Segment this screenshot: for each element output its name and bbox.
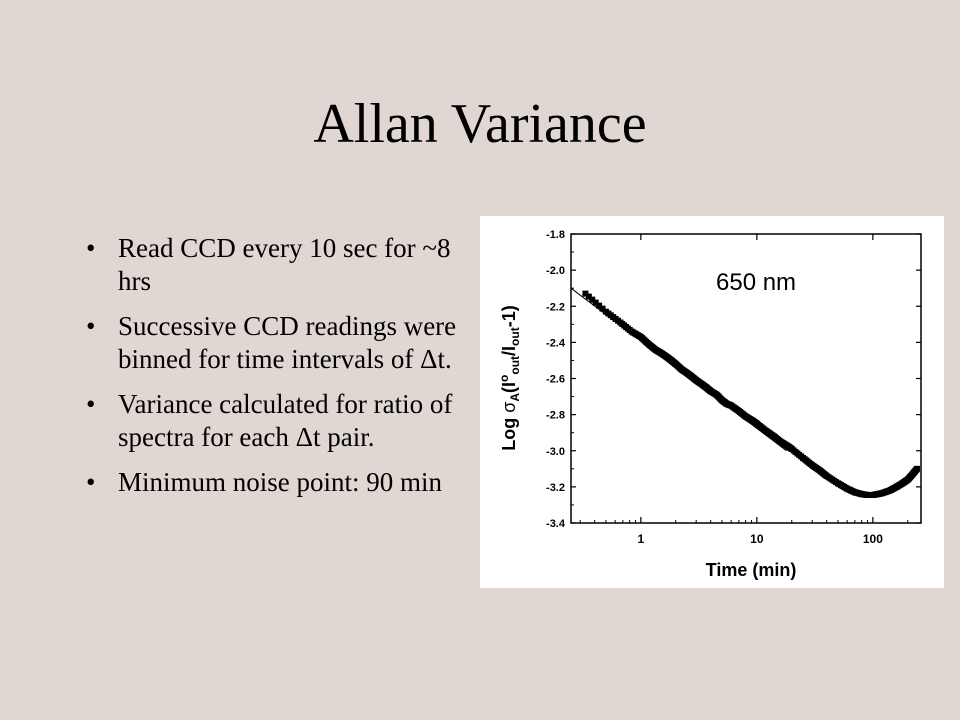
bullet-list: • Read CCD every 10 sec for ~8 hrs • Succe…: [82, 232, 472, 511]
data-point-dense: [585, 293, 592, 300]
y-tick-label: -3.0: [546, 446, 565, 458]
bullet-text: Successive CCD readings were binned for …: [118, 311, 457, 374]
y-label-sub-out-1: out: [508, 356, 522, 375]
y-tick-label: -2.4: [546, 337, 566, 349]
bullet-icon: •: [86, 389, 96, 419]
y-label-open: (I: [499, 382, 519, 393]
data-point-dense: [589, 296, 596, 303]
y-tick-label: -2.8: [546, 410, 565, 422]
bullet-icon: •: [86, 311, 96, 341]
y-label-sup: o: [497, 375, 511, 382]
y-tick-label: -3.4: [546, 518, 566, 530]
y-label-sub-out-2: out: [508, 327, 522, 346]
data-point-dense: [833, 479, 840, 486]
y-label-sigma: σ: [499, 402, 519, 413]
y-tick-label: -1.8: [546, 229, 565, 241]
data-point-dense: [596, 302, 603, 309]
bullet-item: • Successive CCD readings were binned for…: [82, 310, 472, 376]
bullet-text: Read CCD every 10 sec for ~8 hrs: [118, 233, 451, 296]
chart-svg: -1.8 -2.0 -2.2 -2.4 -2.6 -2.8 -3.0 -3.2 -3.4 1 10 1…: [497, 229, 922, 580]
data-point-dense: [626, 327, 633, 334]
data-point-dense: [592, 299, 599, 306]
slide-title: Allan Variance: [313, 93, 647, 155]
x-axis-label: Time (min): [706, 560, 797, 580]
bullet-icon: •: [86, 467, 96, 497]
y-label-close: -1): [499, 305, 519, 327]
allan-variance-chart: -1.8 -2.0 -2.2 -2.4 -2.6 -2.8 -3.0 -3.2 -3.4 1 10 1…: [480, 216, 944, 588]
y-label-sigma-sub: A: [508, 393, 522, 402]
y-tick-label: -2.0: [546, 265, 565, 277]
bullet-text: Variance calculated for ratio of spectra…: [118, 389, 453, 452]
wavelength-annotation: 650 nm: [716, 269, 796, 296]
data-point-dense: [913, 466, 920, 473]
bullet-item: • Minimum noise point: 90 min: [82, 466, 472, 499]
y-label-slash: /I: [499, 346, 519, 356]
bullet-item: • Variance calculated for ratio of spectr…: [82, 388, 472, 454]
bullet-icon: •: [86, 233, 96, 263]
bullet-item: • Read CCD every 10 sec for ~8 hrs: [82, 232, 472, 298]
y-tick-label: -2.2: [546, 301, 565, 313]
x-tick-label: 1: [638, 532, 645, 546]
x-tick-label: 100: [863, 532, 883, 546]
y-axis-label: Log σA(Ioout/Iout-1): [497, 305, 522, 450]
data-point-dense: [615, 317, 622, 324]
y-tick-label: -3.2: [546, 482, 565, 494]
data-point-dense: [798, 453, 805, 460]
plot-layer: -1.8 -2.0 -2.2 -2.4 -2.6 -2.8 -3.0 -3.2 -3.4 1 10 1…: [546, 229, 922, 546]
bullet-text: Minimum noise point: 90 min: [118, 467, 443, 497]
y-tick-label: -2.6: [546, 374, 565, 386]
data-point-dense: [599, 305, 606, 312]
x-tick-label: 10: [750, 532, 764, 546]
y-label-prefix: Log: [499, 413, 519, 451]
data-point: [582, 290, 589, 297]
